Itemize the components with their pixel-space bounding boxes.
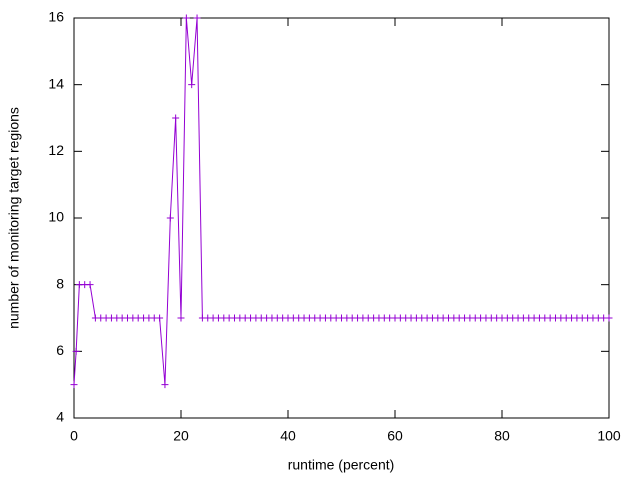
point-marker	[72, 347, 80, 355]
y-axis-label: number of monitoring target regions	[6, 107, 22, 329]
point-marker	[161, 381, 169, 389]
x-axis-label: runtime (percent)	[288, 457, 395, 473]
y-tick-label: 14	[48, 75, 64, 91]
series-line	[73, 17, 609, 385]
x-tick-label: 60	[387, 428, 403, 444]
y-tick-label: 8	[56, 275, 64, 291]
point-marker	[70, 381, 78, 389]
plot-frame	[73, 17, 610, 419]
x-tick-label: 40	[280, 428, 296, 444]
point-marker	[172, 114, 180, 122]
y-tick-label: 16	[48, 9, 64, 25]
point-marker	[605, 314, 613, 322]
x-tick-label: 80	[494, 428, 510, 444]
y-tick-label: 6	[56, 342, 64, 358]
point-marker	[177, 314, 185, 322]
point-marker	[156, 314, 164, 322]
point-marker	[193, 14, 201, 22]
x-tick-label: 100	[597, 428, 621, 444]
x-tick-label: 0	[70, 428, 78, 444]
point-marker	[86, 281, 94, 289]
point-marker	[188, 81, 196, 89]
point-marker	[182, 14, 190, 22]
point-marker	[166, 214, 174, 222]
x-tick-label: 20	[173, 428, 189, 444]
y-tick-label: 12	[48, 142, 64, 158]
y-tick-label: 10	[48, 209, 64, 225]
y-tick-label: 4	[56, 409, 64, 425]
